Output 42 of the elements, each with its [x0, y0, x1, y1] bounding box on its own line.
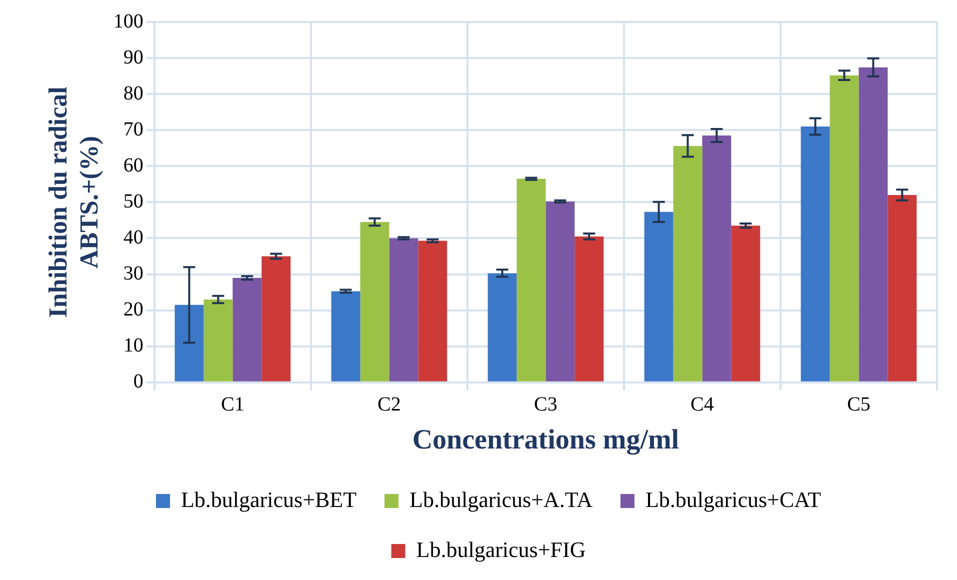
legend-label: Lb.bulgaricus+FIG [416, 536, 586, 562]
y-tick-label: 30 [123, 262, 144, 285]
bar [204, 300, 233, 382]
bar [360, 222, 390, 382]
bar [516, 178, 546, 382]
bar [888, 194, 917, 382]
bar [174, 304, 204, 382]
x-tick-label: C3 [534, 394, 558, 416]
x-tick-label: C5 [847, 394, 870, 416]
bar [731, 226, 760, 382]
y-tick-label: 40 [123, 226, 144, 248]
bar [644, 212, 674, 382]
legend-label: Lb.bulgaricus+BET [180, 486, 358, 512]
y-tick-label: 20 [123, 298, 144, 321]
x-axis-title: Concentrations mg/ml [412, 424, 680, 456]
bar [800, 126, 830, 382]
y-axis-title: Inhibition du radical ABTS.+(%) [43, 86, 104, 318]
y-tick-label: 50 [123, 190, 144, 212]
bar [702, 136, 732, 382]
bar [673, 146, 702, 382]
bar [232, 278, 262, 382]
y-tick-label: 100 [113, 10, 144, 32]
y-tick-label: 60 [123, 154, 144, 176]
bar [488, 273, 517, 382]
bar [331, 291, 360, 382]
legend-label: Lb.bulgaricus+CAT [645, 486, 822, 512]
bar [418, 240, 448, 382]
bar [574, 236, 604, 382]
legend-label: Lb.bulgaricus+A.TA [410, 486, 593, 512]
y-tick-label: 10 [123, 334, 144, 357]
bar [389, 238, 418, 382]
bar [262, 256, 291, 382]
y-tick-label: 90 [123, 46, 144, 68]
bar [858, 67, 888, 382]
x-tick-label: C1 [220, 394, 244, 416]
y-tick-label: 0 [133, 370, 144, 393]
x-tick-label: C2 [378, 394, 401, 416]
x-tick-label: C4 [690, 394, 714, 416]
y-tick-label: 80 [123, 82, 144, 104]
bar [830, 75, 859, 382]
y-tick-label: 70 [123, 118, 144, 140]
bar [546, 201, 575, 382]
